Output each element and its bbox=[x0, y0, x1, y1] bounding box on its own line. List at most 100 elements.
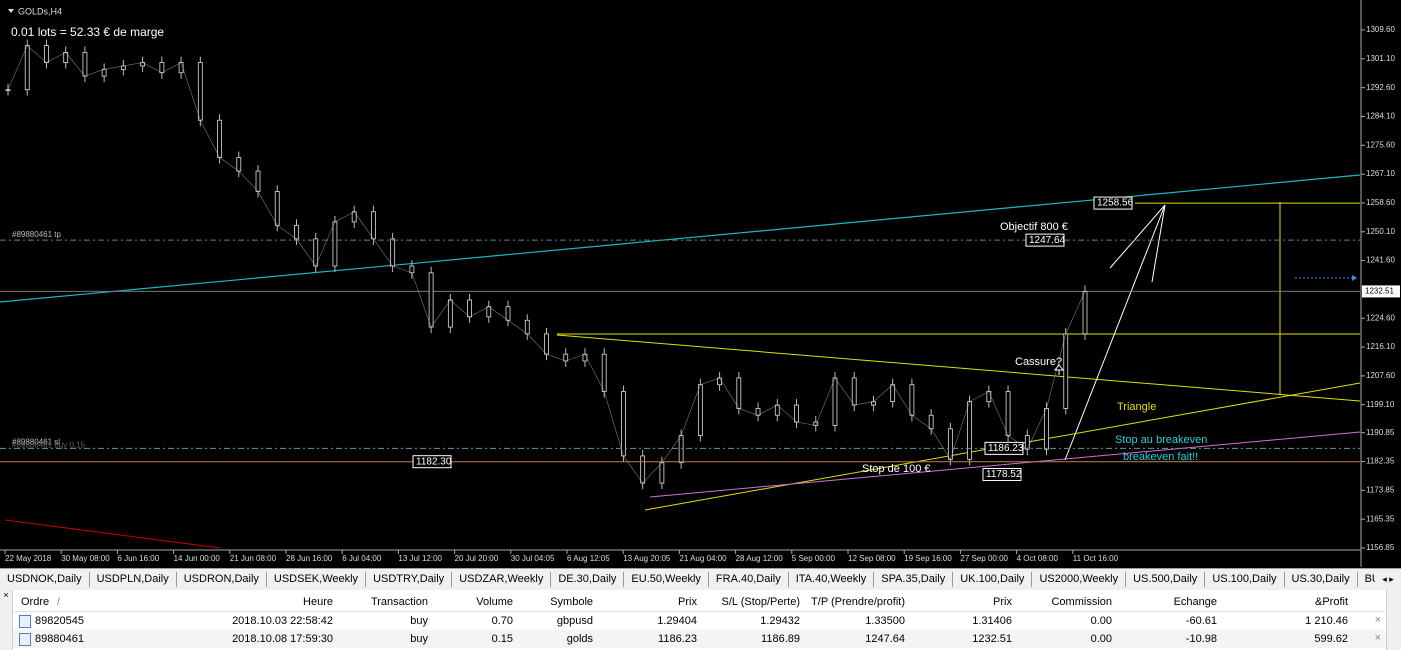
y-tick-label: 1224.60 bbox=[1366, 313, 1395, 322]
candle bbox=[832, 377, 838, 426]
scrollbar[interactable] bbox=[1386, 590, 1401, 650]
symbol-tab[interactable]: USDTRY,Daily bbox=[366, 572, 453, 587]
candle bbox=[1063, 333, 1069, 409]
cell: 1247.64 bbox=[865, 633, 905, 645]
symbol-tab[interactable]: US.30,Daily bbox=[1285, 572, 1358, 587]
cell: Commission bbox=[1051, 596, 1112, 608]
symbol-tab[interactable]: US.500,Daily bbox=[1126, 572, 1206, 587]
y-tick-label: 1173.85 bbox=[1366, 485, 1395, 494]
x-tick-label: 27 Sep 00:00 bbox=[960, 554, 1008, 563]
x-tick-label: 13 Jul 12:00 bbox=[398, 554, 442, 563]
x-tick-label: 28 Jun 16:00 bbox=[286, 554, 333, 563]
symbol-tab[interactable]: SPA.35,Daily bbox=[874, 572, 954, 587]
order-id: 89820545 bbox=[35, 615, 84, 627]
candle bbox=[544, 333, 549, 355]
candle bbox=[447, 299, 453, 328]
symbol-tab[interactable]: USDNOK,Daily bbox=[0, 572, 90, 587]
triangle-upper bbox=[556, 334, 1361, 402]
cell: 0.15 bbox=[491, 633, 513, 645]
candle bbox=[371, 211, 376, 240]
order-label: #89880461 sl bbox=[12, 437, 60, 446]
cell: -60.61 bbox=[1185, 615, 1217, 627]
cell: 0.70 bbox=[491, 615, 513, 627]
symbol-tab[interactable]: USDSEK,Weekly bbox=[267, 572, 367, 587]
x-tick-label: 13 Aug 20:05 bbox=[623, 554, 671, 563]
symbol-tab[interactable]: EU.50,Weekly bbox=[624, 572, 709, 587]
candle bbox=[582, 353, 588, 362]
symbol-tab[interactable]: DE.30,Daily bbox=[551, 572, 625, 587]
x-tick-label: 22 May 2018 bbox=[5, 554, 52, 563]
order-label: #89880461 buy 0.15 bbox=[12, 440, 86, 449]
x-tick-label: 6 Jul 04:00 bbox=[342, 554, 382, 563]
y-tick-label: 1182.35 bbox=[1366, 457, 1395, 466]
price-label-box bbox=[984, 441, 1024, 455]
current-price-label: 1232.51 bbox=[1365, 287, 1394, 296]
symbol-tab[interactable]: ITA.40,Weekly bbox=[789, 572, 875, 587]
cell: 1.29404 bbox=[657, 615, 697, 627]
cell: 0.00 bbox=[1090, 615, 1112, 627]
candle bbox=[217, 119, 222, 158]
y-tick-label: 1292.60 bbox=[1366, 83, 1395, 92]
order-icon bbox=[19, 615, 31, 628]
table-row[interactable]: 89820545 2018.10.03 22:58:42 buy 0.70 gbpusd… bbox=[13, 612, 1385, 630]
symbol-tab[interactable]: USDPLN,Daily bbox=[90, 572, 177, 587]
candle bbox=[851, 377, 857, 406]
symbol-tab[interactable]: US.100,Daily bbox=[1205, 572, 1285, 587]
terminal: × Ordre Heure Transaction Volume Symbole Prix… bbox=[0, 590, 1401, 650]
cell: Volume bbox=[476, 596, 513, 608]
symbol-tab[interactable]: UK.100,Daily bbox=[953, 572, 1033, 587]
candle bbox=[505, 306, 511, 321]
order-icon bbox=[19, 633, 31, 646]
cell: 1.29432 bbox=[760, 615, 800, 627]
candle bbox=[390, 238, 396, 267]
candle bbox=[428, 272, 434, 328]
price-label-box bbox=[1093, 196, 1133, 210]
cell: buy bbox=[410, 633, 428, 645]
close-order[interactable]: × bbox=[1374, 614, 1381, 626]
candle bbox=[467, 299, 472, 318]
price-label: 1258.56 bbox=[1097, 198, 1134, 209]
breakout-arrow bbox=[1053, 364, 1065, 375]
y-tick-label: 1190.85 bbox=[1366, 428, 1395, 437]
menu-arrow bbox=[8, 9, 14, 13]
cell: Transaction bbox=[370, 596, 428, 608]
tab-nav[interactable]: ◂ ▸ bbox=[1375, 569, 1401, 590]
y-tick-label: 1156.85 bbox=[1366, 543, 1395, 552]
y-tick-label: 1275.60 bbox=[1366, 140, 1395, 149]
table-row[interactable]: 89880461 2018.10.08 17:59:30 buy 0.15 golds 1… bbox=[13, 630, 1385, 648]
candle bbox=[524, 319, 530, 335]
candle bbox=[159, 62, 165, 74]
symbol-tab[interactable]: FRA.40,Daily bbox=[709, 572, 789, 587]
candle bbox=[563, 353, 569, 362]
candle bbox=[409, 265, 415, 274]
price-label: 1178.52 bbox=[986, 469, 1022, 480]
close-order[interactable]: × bbox=[1374, 632, 1381, 644]
current-price-box bbox=[1362, 285, 1400, 298]
cell: 599.62 bbox=[1314, 633, 1348, 645]
cell: T/P (Prendre/profit) bbox=[811, 596, 905, 608]
candle bbox=[736, 377, 742, 409]
x-tick-label: 19 Sep 16:00 bbox=[904, 554, 952, 563]
candle bbox=[1082, 291, 1088, 335]
margin-note: 0.01 lots = 52.33 € de marge bbox=[11, 25, 164, 39]
candle bbox=[274, 191, 280, 226]
candle bbox=[24, 45, 30, 91]
symbol-tab[interactable]: US2000,Weekly bbox=[1032, 572, 1127, 587]
cell: Prix bbox=[678, 596, 697, 608]
candle bbox=[717, 377, 722, 386]
candle bbox=[1024, 435, 1030, 450]
x-tick-label: 6 Jun 16:00 bbox=[117, 554, 159, 563]
candle bbox=[794, 404, 799, 423]
x-tick-label: 6 Aug 12:05 bbox=[567, 554, 610, 563]
cell: Prix bbox=[993, 596, 1012, 608]
symbol-tab[interactable]: USDZAR,Weekly bbox=[452, 572, 552, 587]
annotation: Stop au breakeven bbox=[1115, 434, 1207, 446]
cell: Heure bbox=[303, 596, 333, 608]
x-tick-label: 30 Jul 04:05 bbox=[511, 554, 555, 563]
cell: 1.31406 bbox=[972, 615, 1012, 627]
cell: 2018.10.03 22:58:42 bbox=[232, 615, 333, 627]
price-label-box bbox=[982, 468, 1022, 482]
price-label-box bbox=[1025, 233, 1065, 247]
symbol-tab[interactable]: USDRON,Daily bbox=[177, 572, 267, 587]
y-tick-label: 1241.60 bbox=[1366, 256, 1395, 265]
